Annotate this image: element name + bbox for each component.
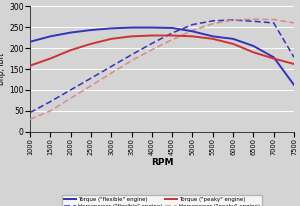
Y-axis label: bhp, lbft: bhp, lbft	[0, 53, 6, 85]
X-axis label: RPM: RPM	[151, 158, 173, 167]
Legend: Torque ("flexible" engine), Horsepower ("flexible" engine), Torque ("peaky" engi: Torque ("flexible" engine), Horsepower (…	[62, 195, 262, 206]
